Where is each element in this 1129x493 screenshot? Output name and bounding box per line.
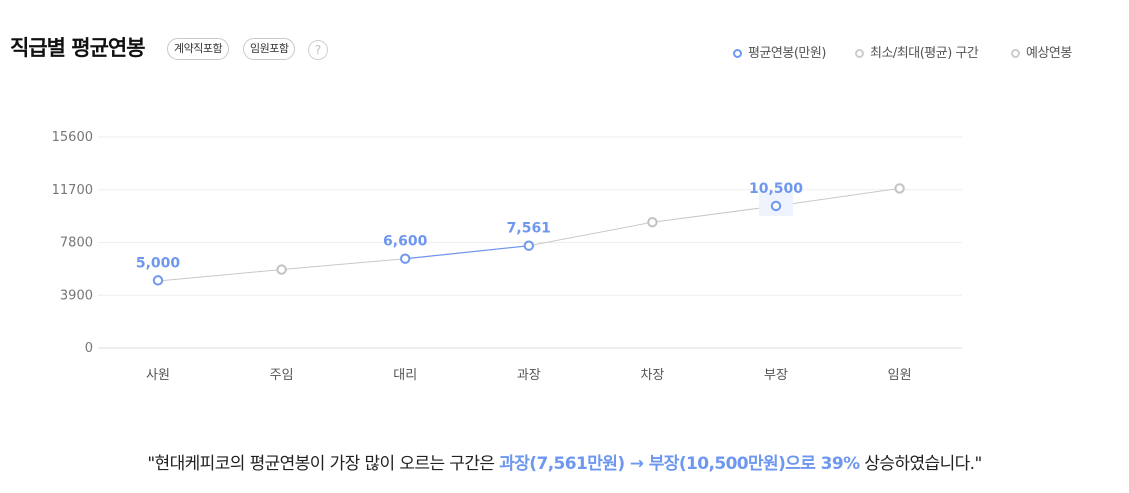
average-point [523,240,534,251]
legend-dot-icon [733,49,742,58]
legend-dot-icon [855,49,864,58]
data-label: 6,600 [383,234,428,250]
average-point [152,275,164,286]
x-tick-label: 부장 [764,368,788,383]
y-tick-label: 3900 [60,288,93,303]
y-tick-label: 0 [85,341,93,356]
tag-executive-included[interactable]: 임원포함 [243,38,296,60]
y-tick-label: 7800 [60,236,93,251]
legend-label: 예상연봉 [1026,46,1072,61]
x-tick-label: 임원 [888,368,912,383]
y-tick-label: 11700 [52,183,93,198]
tag-contract-included[interactable]: 계약직포함 [167,38,230,60]
salary-line-chart: 0 3900 7800 11700 15600 사원 주임 대리 과장 차장 부장 임원 5,000 6,… [52,130,962,383]
average-series-line [405,245,529,260]
expected-point [647,217,658,228]
summary-suffix: 상승하였습니다." [859,454,982,474]
x-tick-label: 과장 [517,368,541,383]
summary-highlight: 과장(7,561만원) → 부장(10,500만원)으로 39% [499,454,860,474]
summary-prefix: "현대케피코의 평균연봉이 가장 많이 오르는 구간은 [147,454,500,474]
legend-label: 평균연봉(만원) [748,46,826,61]
legend-item-range[interactable]: 최소/최대(평균) 구간 [855,42,979,61]
legend-item-average[interactable]: 평균연봉(만원) [733,42,826,61]
legend-dot-icon [1011,49,1020,58]
data-label: 5,000 [136,255,181,271]
summary-text: "현대케피코의 평균연봉이 가장 많이 오르는 구간은 과장(7,561만원) … [0,449,1129,474]
y-tick-label: 15600 [52,130,93,145]
legend-label: 최소/최대(평균) 구간 [870,46,979,61]
page-title: 직급별 평균연봉 [10,36,146,60]
data-label: 10,500 [749,181,803,197]
average-point [770,200,782,212]
expected-point [894,183,905,194]
expected-point [276,264,287,275]
x-tick-label: 사원 [146,368,170,383]
x-tick-label: 차장 [640,368,664,383]
help-icon[interactable]: ? [308,40,328,60]
data-label: 7,561 [507,221,551,237]
x-tick-label: 주임 [270,368,294,383]
legend-item-expected[interactable]: 예상연봉 [1011,42,1072,61]
average-point [400,253,411,264]
x-tick-label: 대리 [393,368,417,383]
